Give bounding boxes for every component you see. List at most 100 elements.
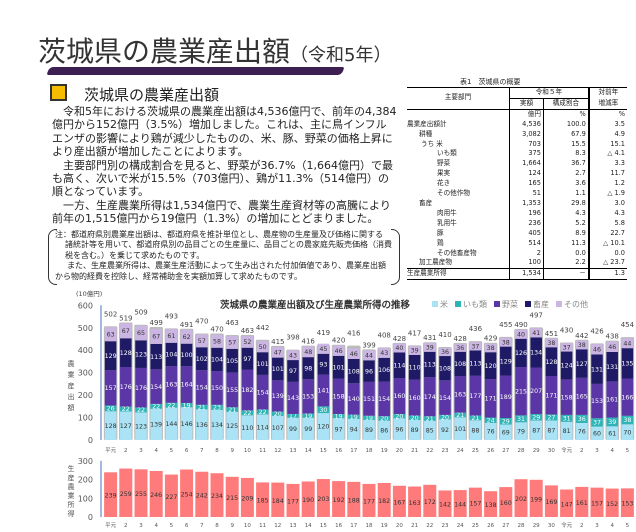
- total-label: 430: [560, 326, 573, 334]
- y-tick-label: 100: [78, 494, 93, 503]
- data-label: 47: [274, 350, 282, 357]
- total-label: 426: [590, 327, 604, 335]
- bar-segment-野菜: [500, 375, 512, 418]
- data-label: 43: [380, 350, 388, 357]
- data-label: 259: [120, 491, 132, 498]
- legend-swatch: [432, 301, 438, 307]
- y-tick-label: 200: [78, 476, 93, 485]
- row-label: 農業産出額計: [407, 119, 447, 128]
- row-amount: 124: [508, 169, 544, 180]
- data-label: 67: [152, 334, 160, 341]
- data-label: 38: [547, 340, 555, 347]
- bar-segment-その他: [226, 336, 238, 349]
- data-label: 128: [120, 350, 132, 357]
- bar-segment-米: [180, 407, 193, 440]
- data-label: 31: [517, 416, 525, 423]
- data-label: 190: [302, 497, 314, 504]
- bar-segment-米: [545, 420, 558, 440]
- note-line: 諸統計等を用いて、都道府県別の品目ごとの生産量に、品目ごとの農家庭先販売価格（消…: [65, 240, 392, 260]
- row-change: 22.7: [587, 228, 627, 239]
- bar-segment-米: [469, 420, 482, 440]
- bar-segment-米: [393, 418, 406, 440]
- bar-segment-畜産: [591, 354, 603, 384]
- bar-segment-米: [560, 421, 573, 440]
- bar-segment-米: [378, 420, 390, 440]
- data-label: 101: [257, 361, 269, 368]
- data-label: 184: [272, 498, 284, 505]
- bar-segment-野菜: [120, 367, 132, 407]
- row-amount: 165: [508, 179, 544, 190]
- x-tick-label: 21: [411, 523, 418, 529]
- data-label: 152: [606, 501, 618, 508]
- income-bar: [104, 472, 118, 517]
- data-label: 163: [165, 382, 177, 389]
- bar-segment-いも類: [621, 415, 634, 425]
- chart-title: 茨城県の農業産出額及び生産農業所得の推移: [220, 300, 411, 311]
- total-label: 431: [423, 334, 436, 342]
- total-label: 410: [438, 331, 451, 339]
- data-label: 104: [211, 357, 223, 364]
- data-label: 163: [409, 500, 421, 507]
- data-label: 242: [196, 492, 208, 499]
- y-tick-label: 600: [78, 301, 93, 310]
- data-label: 39: [411, 348, 419, 355]
- bar-segment-いも類: [302, 413, 314, 418]
- bar-segment-野菜: [606, 381, 618, 418]
- income-bar: [256, 482, 270, 517]
- row-change: 15.1: [587, 139, 627, 150]
- data-label: 140: [348, 396, 360, 403]
- x-tick-label: 4: [154, 523, 158, 529]
- row-amount: 703: [508, 139, 544, 150]
- bar-segment-いも類: [287, 413, 299, 418]
- legend-item: いも類: [455, 300, 487, 310]
- x-tick-label: 23: [442, 523, 449, 529]
- data-label: 19: [183, 402, 191, 409]
- data-label: 131: [591, 366, 603, 373]
- row-change: 1.2: [587, 179, 627, 190]
- row-share: －: [542, 268, 589, 280]
- x-tick-label: 3: [595, 523, 599, 529]
- data-label: 46: [608, 344, 616, 351]
- x-tick-label: 24: [457, 523, 464, 529]
- data-label: 38: [623, 417, 631, 424]
- table-row: その他作物 51 1.1 △ 1.9: [407, 189, 627, 199]
- data-label: 154: [378, 396, 390, 403]
- row-change: 0.0: [587, 248, 627, 259]
- bar-segment-畜産: [515, 338, 527, 368]
- bar-segment-いも類: [378, 416, 390, 421]
- income-bar: [605, 488, 619, 517]
- data-label: 171: [485, 396, 497, 403]
- x-tick-label: 19: [381, 523, 388, 529]
- data-label: 138: [485, 502, 497, 509]
- bar-segment-米: [165, 407, 178, 440]
- data-label: 100: [181, 352, 193, 359]
- data-label: 106: [378, 367, 390, 374]
- data-label: 158: [561, 394, 573, 401]
- income-bar: [590, 487, 604, 517]
- data-label: 161: [576, 500, 588, 507]
- data-label: 38: [502, 340, 510, 347]
- data-label: 177: [363, 498, 375, 505]
- bar-segment-畜産: [424, 351, 436, 378]
- data-label: 43: [289, 352, 297, 359]
- data-label: 154: [257, 389, 269, 396]
- y-tick-label: 300: [78, 369, 93, 378]
- total-label: 399: [362, 341, 375, 349]
- bar-segment-野菜: [302, 379, 314, 414]
- bar-segment-野菜: [317, 374, 330, 407]
- total-label: 415: [271, 338, 284, 346]
- table-row: うち 米 703 15.5 15.1: [407, 139, 627, 150]
- data-label: 169: [545, 499, 557, 506]
- total-label: 499: [150, 319, 163, 327]
- data-label: 29: [502, 418, 510, 425]
- bar-segment-その他: [378, 348, 390, 358]
- data-label: 46: [350, 351, 358, 358]
- bar-segment-野菜: [211, 371, 223, 405]
- x-tick-label: 27: [502, 448, 509, 454]
- x-tick-label: 2: [124, 448, 128, 454]
- bar-segment-畜産: [120, 338, 132, 368]
- data-label: 142: [439, 502, 451, 509]
- bar-segment-その他: [302, 346, 314, 358]
- total-label: 463: [241, 327, 254, 335]
